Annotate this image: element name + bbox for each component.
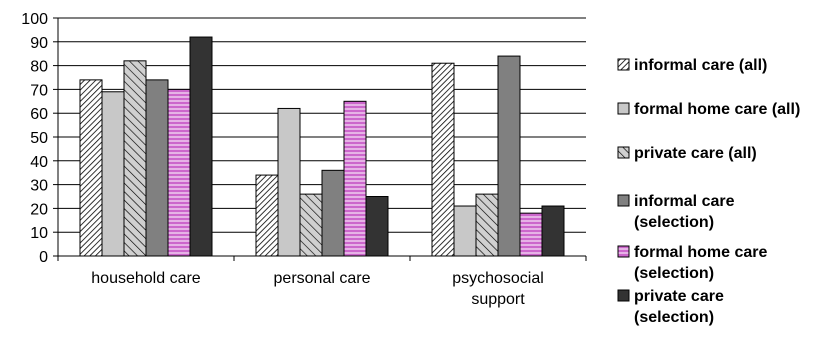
bar-series-5-category-3 — [519, 212, 543, 257]
bar-series-3-category-2 — [299, 193, 323, 257]
y-tick-label: 0 — [39, 249, 48, 266]
legend-swatch — [617, 245, 630, 258]
y-tick-label: 50 — [30, 130, 48, 147]
y-axis-ticks: 0 10 20 30 40 50 60 70 80 90 100 — [21, 11, 58, 266]
y-tick-label: 30 — [30, 178, 48, 195]
bar-series-3-category-1 — [123, 60, 147, 257]
y-tick-label: 100 — [21, 11, 48, 28]
legend-label: private care (selection) — [634, 288, 724, 326]
x-category-label: psychosocial support — [452, 270, 544, 308]
x-category-label: household care — [91, 270, 201, 287]
legend-label: informal care (all) — [634, 57, 767, 74]
x-category-label: personal care — [274, 270, 371, 287]
legend-swatch — [617, 146, 630, 159]
bar-series-4-category-3 — [497, 55, 521, 257]
y-tick-label: 60 — [30, 106, 48, 123]
bar-series-2-category-3 — [453, 205, 477, 257]
bar-series-2-category-1 — [101, 91, 125, 257]
bar-series-1-category-1 — [79, 79, 103, 257]
bar-series-4-category-2 — [321, 169, 345, 257]
x-axis-categories: household care personal care psychosocial s… — [91, 270, 544, 308]
y-tick-label: 20 — [30, 201, 48, 218]
bar-series-6-category-3 — [541, 205, 565, 257]
bar-series-6-category-1 — [189, 36, 213, 257]
bar-series-5-category-2 — [343, 100, 367, 257]
bar-series-1-category-3 — [431, 62, 455, 257]
bar-series-6-category-2 — [365, 196, 389, 257]
legend-swatch — [617, 58, 630, 71]
legend-label: formal home care (all) — [634, 101, 800, 118]
bars — [79, 36, 565, 257]
legend-swatch — [617, 194, 630, 207]
legend-label: formal home care (selection) — [634, 244, 767, 282]
legend-swatch — [617, 289, 630, 302]
legend-label: informal care (selection) — [634, 193, 735, 231]
y-tick-label: 90 — [30, 35, 48, 52]
bar-series-2-category-2 — [277, 107, 301, 257]
legend: informal care (all) formal home care (all… — [617, 57, 800, 326]
legend-label: private care (all) — [634, 145, 757, 162]
bar-series-4-category-1 — [145, 79, 169, 257]
bar-series-5-category-1 — [167, 88, 191, 257]
y-tick-label: 80 — [30, 59, 48, 76]
y-tick-label: 40 — [30, 154, 48, 171]
bar-series-1-category-2 — [255, 174, 279, 257]
y-tick-label: 70 — [30, 82, 48, 99]
bar-series-3-category-3 — [475, 193, 499, 257]
legend-swatch — [617, 102, 630, 115]
axes — [57, 18, 587, 261]
y-tick-label: 10 — [30, 225, 48, 242]
